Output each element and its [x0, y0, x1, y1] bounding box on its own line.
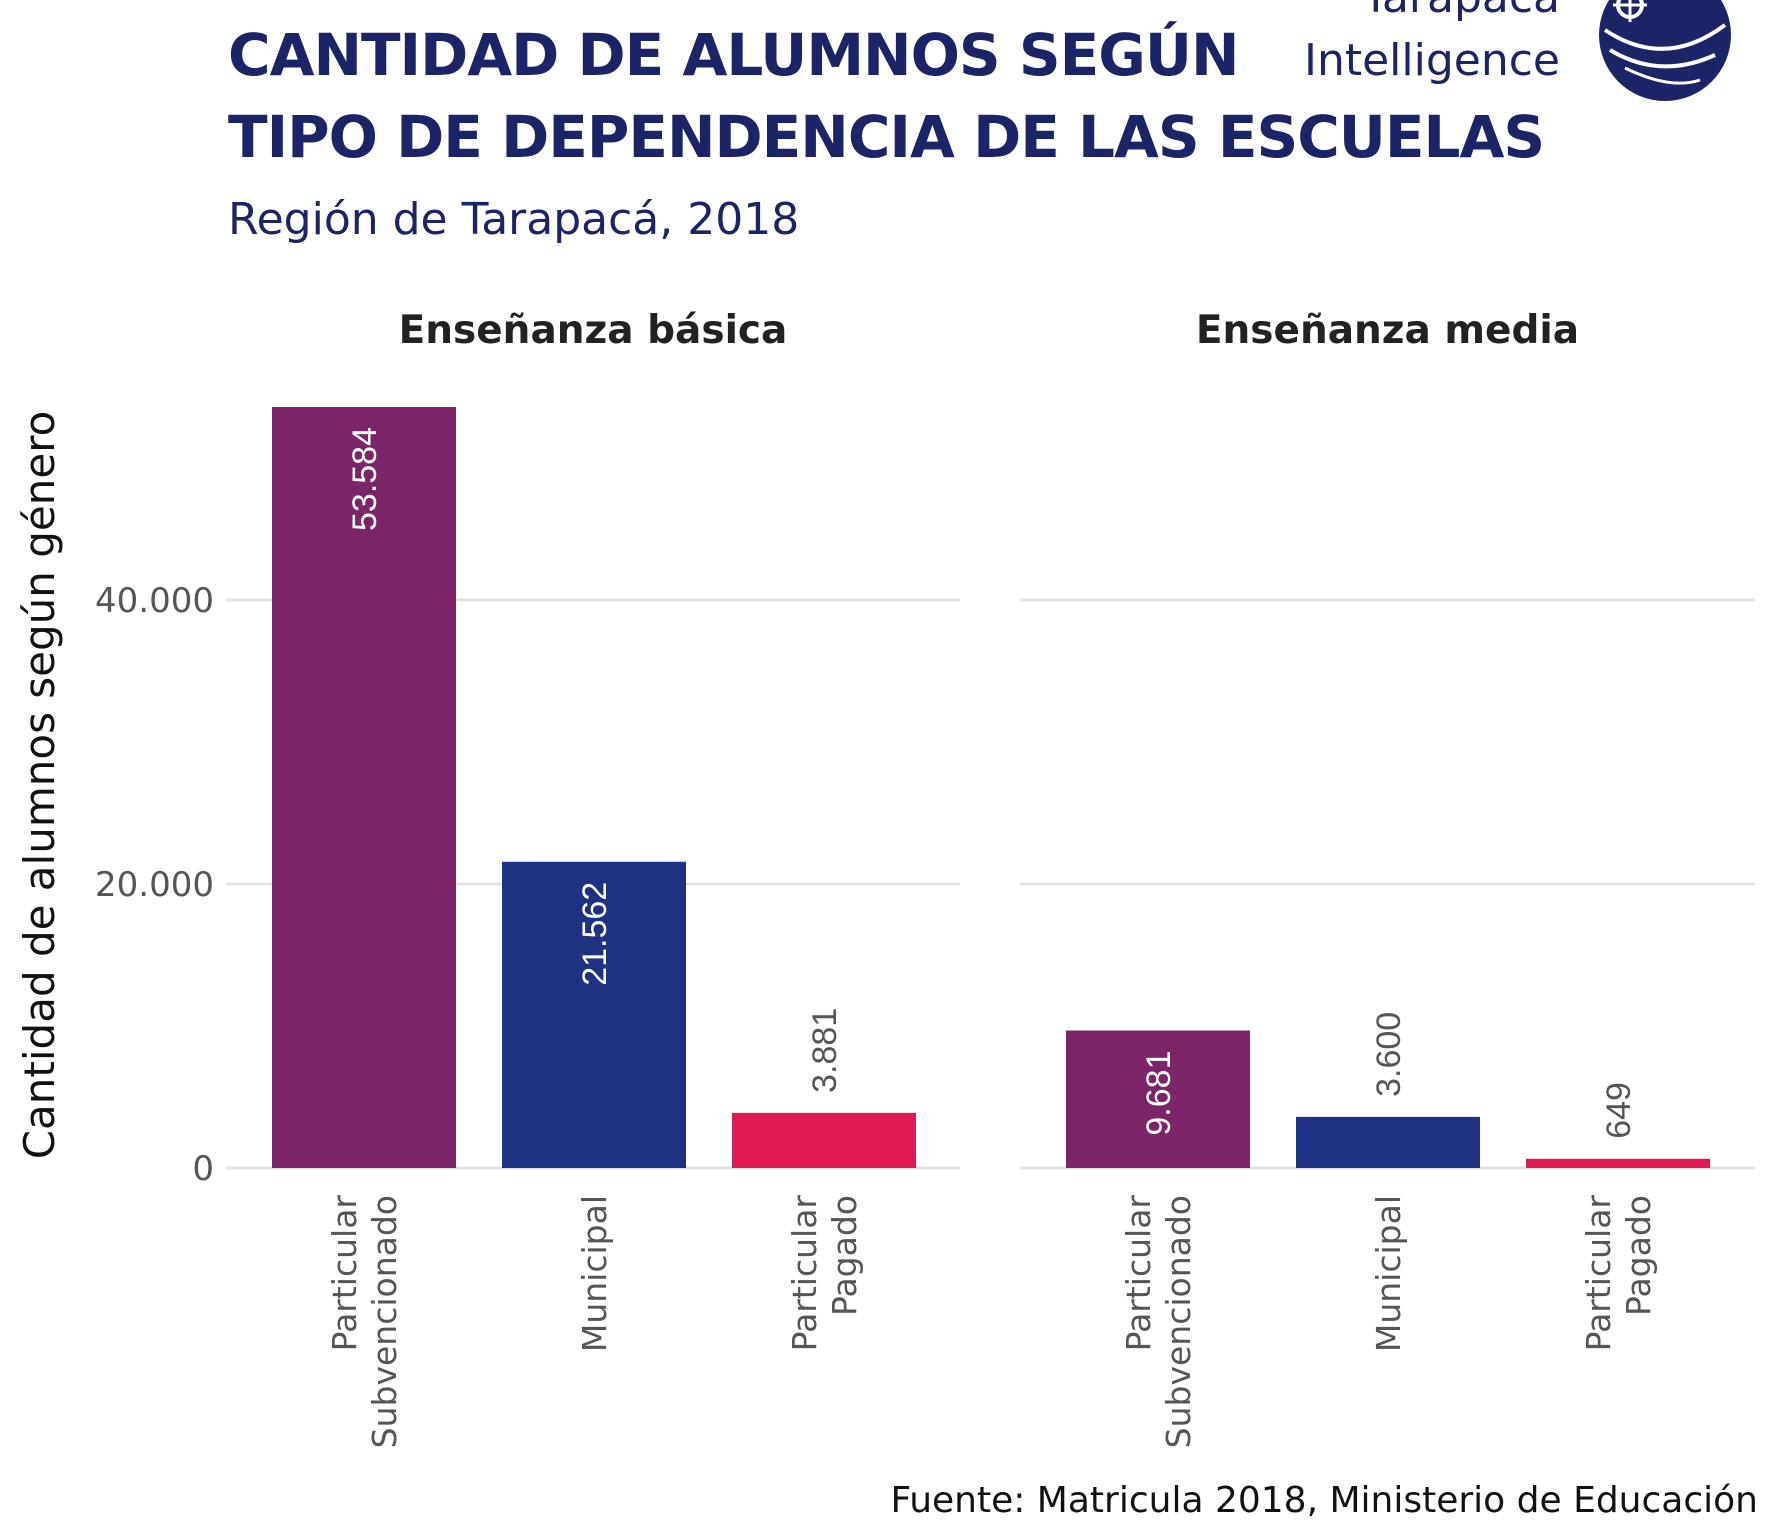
source-caption: Fuente: Matricula 2018, Ministerio de Ed… [890, 1480, 1758, 1521]
bar [1296, 1116, 1480, 1168]
chart-title-line2: TIPO DE DEPENDENCIA DE LAS ESCUELAS [228, 103, 1544, 171]
bar [1526, 1158, 1710, 1168]
x-tick-label: Pagado [1619, 1195, 1658, 1316]
bar [272, 407, 456, 1168]
facet-panel: 0 20.000 40.000 Enseñanza básica 53.584 Parti… [95, 308, 960, 1448]
chart-subtitle: Región de Tarapacá, 2018 [228, 194, 799, 245]
y-tick-label: 0 [192, 1149, 214, 1189]
x-tick-label: Particular [1579, 1195, 1618, 1352]
x-tick-label: Particular [785, 1195, 824, 1352]
tarapaca-globe-logo-icon [1599, 0, 1731, 101]
x-tick-label: Subvencionado [365, 1195, 404, 1448]
data-label: 3.881 [806, 1008, 844, 1093]
data-label: 649 [1600, 1082, 1638, 1139]
bar [1066, 1030, 1250, 1168]
x-tick-label: Particular [325, 1195, 364, 1352]
facet-title: Enseñanza básica [399, 308, 788, 353]
logo-line2: Intelligence [1304, 35, 1560, 86]
y-tick-label: 40.000 [95, 581, 214, 621]
x-tick-label: Subvencionado [1159, 1195, 1198, 1448]
facet-title: Enseñanza media [1196, 308, 1579, 353]
x-tick-label: Particular [1119, 1195, 1158, 1352]
bar [502, 861, 686, 1168]
data-label: 21.562 [576, 882, 614, 986]
data-label: 3.600 [1370, 1012, 1408, 1097]
chart-title-line1: CANTIDAD DE ALUMNOS SEGÚN [228, 20, 1239, 89]
logo-line1: Tarapacá [1361, 0, 1560, 23]
x-tick-label: Municipal [575, 1195, 614, 1352]
plot-area: 0 20.000 40.000 Enseñanza básica 53.584 Parti… [95, 308, 1755, 1448]
logo: Tarapacá Intelligence [1304, 0, 1731, 101]
x-tick-label: Municipal [1369, 1195, 1408, 1352]
y-axis-label: Cantidad de alumnos según género [15, 411, 64, 1160]
data-label: 53.584 [346, 427, 384, 531]
x-tick-label: Pagado [825, 1195, 864, 1316]
y-tick-label: 20.000 [95, 865, 214, 905]
data-label: 9.681 [1140, 1051, 1178, 1136]
bar [732, 1112, 916, 1168]
